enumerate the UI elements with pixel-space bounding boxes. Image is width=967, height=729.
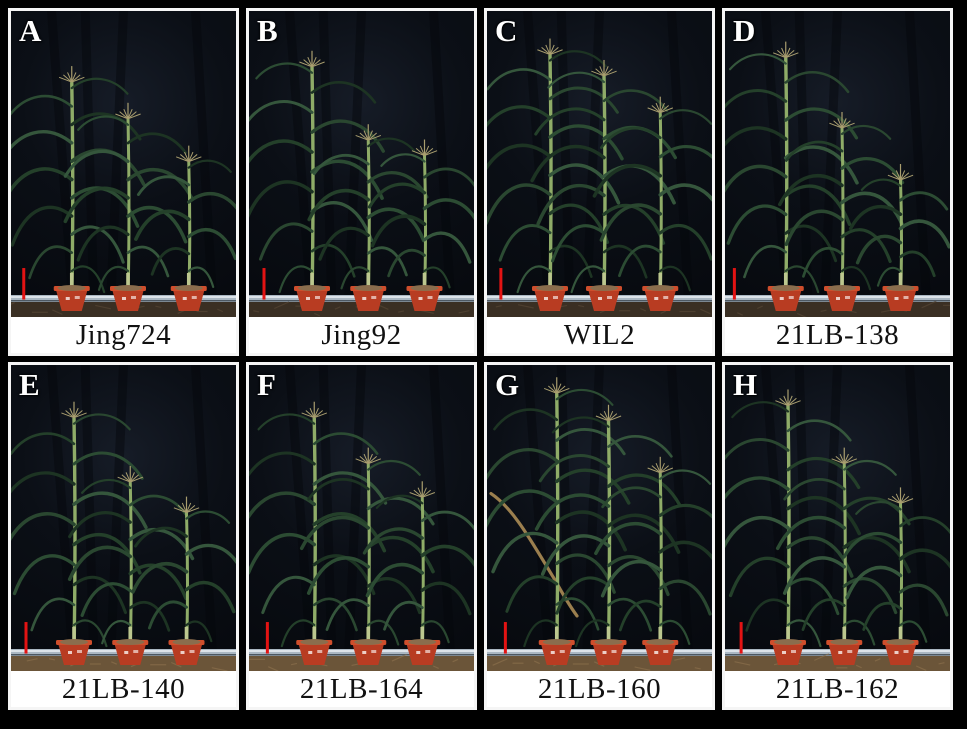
panel-caption: 21LB-162: [725, 671, 950, 707]
maize-plants-photo: [249, 365, 474, 671]
panel-c-photo: C: [487, 11, 712, 317]
panel-g: G 21LB-160: [484, 362, 715, 710]
panel-f: F 21LB-164: [246, 362, 477, 710]
panel-d-photo: D: [725, 11, 950, 317]
panel-e-photo: E: [11, 365, 236, 671]
panel-caption: 21LB-138: [725, 317, 950, 353]
panel-e: E 21LB-140: [8, 362, 239, 710]
panel-letter: H: [733, 367, 759, 402]
panel-h: H 21LB-162: [722, 362, 953, 710]
maize-plants-photo: [249, 11, 474, 317]
panel-caption: 21LB-160: [487, 671, 712, 707]
panel-a: A Jing724: [8, 8, 239, 356]
panel-letter: F: [257, 367, 277, 402]
panel-caption: Jing92: [249, 317, 474, 353]
panel-d: D 21LB-138: [722, 8, 953, 356]
maize-plants-photo: [725, 365, 950, 671]
panel-caption: WIL2: [487, 317, 712, 353]
panel-c: C WIL2: [484, 8, 715, 356]
panel-g-photo: G: [487, 365, 712, 671]
maize-plants-photo: [11, 365, 236, 671]
panel-letter: A: [19, 13, 43, 48]
panel-letter: G: [495, 367, 521, 402]
panel-b-photo: B: [249, 11, 474, 317]
panel-caption: 21LB-164: [249, 671, 474, 707]
maize-plants-photo: [487, 11, 712, 317]
panel-letter: C: [495, 13, 519, 48]
maize-plants-photo: [487, 365, 712, 671]
panel-letter: E: [19, 367, 41, 402]
panel-b: B Jing92: [246, 8, 477, 356]
panel-f-photo: F: [249, 365, 474, 671]
panel-caption: Jing724: [11, 317, 236, 353]
panel-a-photo: A: [11, 11, 236, 317]
panel-caption: 21LB-140: [11, 671, 236, 707]
figure-row-top: A Jing724 B Jing92 C WIL2 D 21LB-138: [8, 8, 967, 356]
panel-h-photo: H: [725, 365, 950, 671]
figure-row-bottom: E 21LB-140 F 21LB-164 G 21LB-160 H 21LB-…: [8, 362, 967, 710]
maize-plants-photo: [11, 11, 236, 317]
maize-plants-photo: [725, 11, 950, 317]
panel-letter: D: [733, 13, 757, 48]
panel-letter: B: [257, 13, 279, 48]
